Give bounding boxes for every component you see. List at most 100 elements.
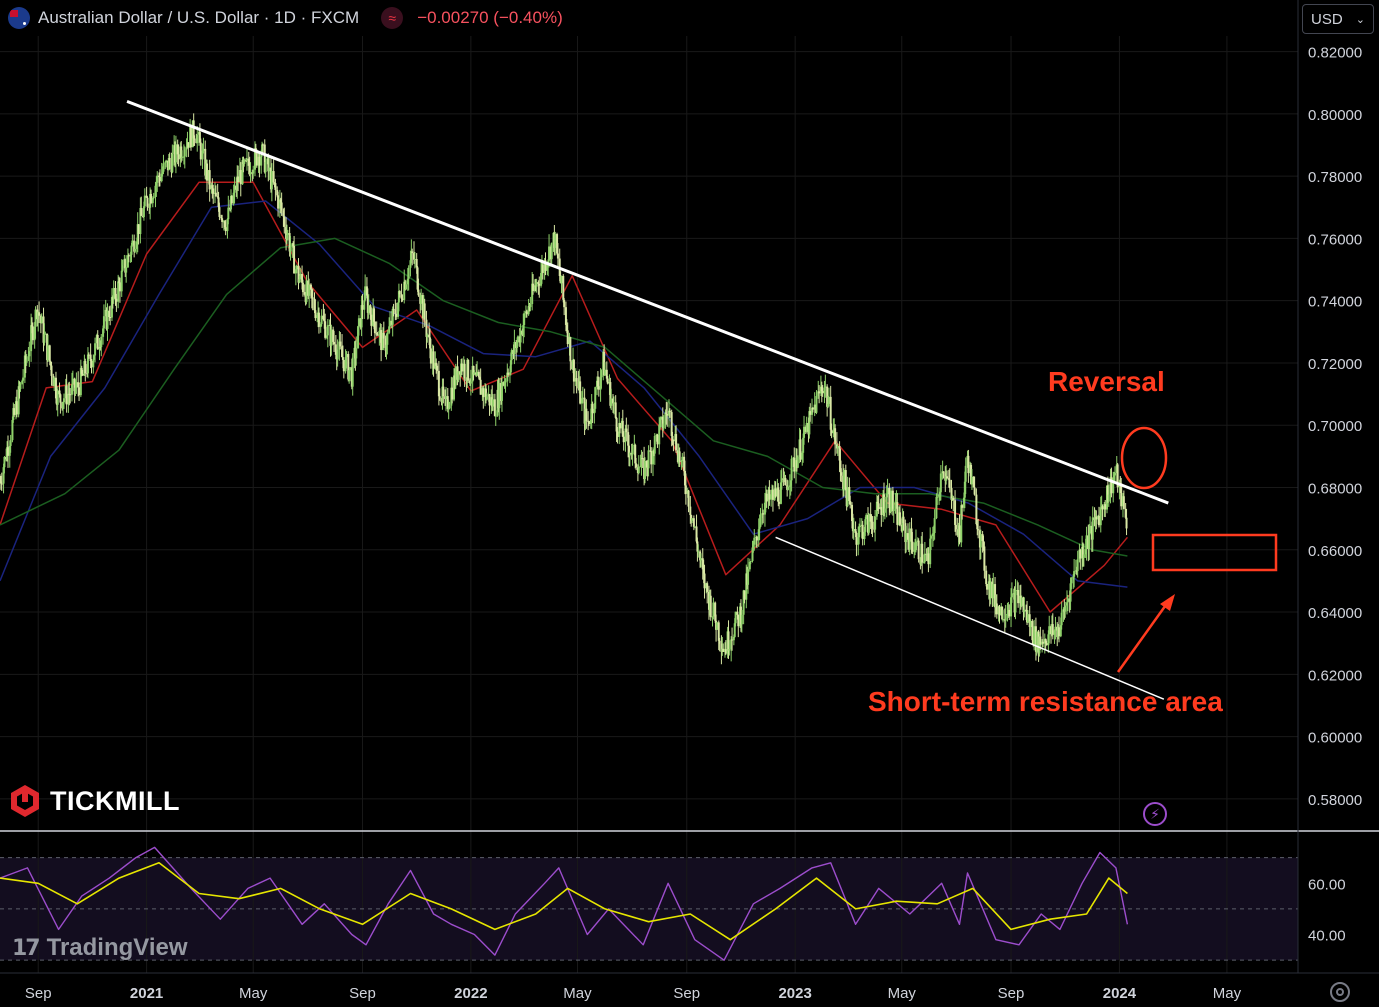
candle-body: [994, 584, 997, 608]
candle-body: [680, 461, 683, 463]
candle-body: [395, 313, 398, 317]
candle-body: [473, 372, 476, 375]
price-tick-label: 0.76000: [1308, 231, 1362, 248]
candle-body: [77, 382, 80, 388]
candle-body: [406, 278, 409, 285]
candle-body: [477, 371, 480, 378]
candle-body: [444, 396, 447, 400]
price-tick-label: 0.68000: [1308, 480, 1362, 497]
candle-body: [1066, 598, 1069, 603]
candle-body: [793, 457, 796, 472]
candle-body: [71, 378, 74, 385]
candle-body: [572, 359, 575, 382]
candle-body: [469, 381, 472, 384]
candle-body: [289, 247, 292, 252]
candle-body: [146, 197, 149, 207]
candle-body: [267, 158, 270, 172]
candle-body: [675, 434, 678, 451]
candle-body: [882, 494, 885, 513]
candle-body: [803, 426, 806, 438]
candle-body: [70, 384, 73, 395]
candle-body: [712, 602, 715, 617]
candle-body: [294, 269, 297, 274]
candle-body: [1069, 583, 1072, 602]
candle-body: [1048, 626, 1051, 635]
candle-body: [230, 195, 233, 204]
candle-body: [670, 412, 673, 436]
candle-body: [239, 169, 242, 185]
candle-body: [1039, 636, 1042, 645]
candle-body: [1079, 549, 1082, 559]
candle-body: [435, 362, 438, 366]
price-tick-label: 0.58000: [1308, 792, 1362, 809]
candle-body: [102, 328, 105, 337]
candle-body: [1051, 624, 1054, 635]
candle-body: [641, 458, 644, 460]
candle-body: [634, 444, 637, 464]
candle-body: [258, 156, 261, 166]
settings-gear-icon[interactable]: [1330, 982, 1350, 1002]
candle-body: [651, 450, 654, 465]
waves-icon[interactable]: ≈: [381, 7, 404, 29]
lightning-icon[interactable]: ⚡: [1143, 802, 1167, 826]
candle-body: [1070, 579, 1073, 584]
candle-body: [667, 410, 670, 416]
candle-body: [407, 267, 410, 279]
tradingview-logo[interactable]: 𝟭𝟳 TradingView: [12, 934, 188, 962]
candle-body: [890, 490, 893, 512]
candle-body: [687, 490, 690, 507]
candle-body: [54, 377, 57, 399]
currency-select[interactable]: USD ⌄: [1302, 4, 1374, 34]
symbol-title[interactable]: Australian Dollar / U.S. Dollar · 1D · F…: [38, 8, 360, 27]
candle-body: [789, 480, 792, 486]
candle-body: [550, 242, 553, 260]
candle-body: [914, 541, 917, 551]
candle-body: [425, 319, 428, 337]
candle-body: [905, 533, 908, 543]
candle-body: [609, 382, 612, 406]
candle-body: [958, 525, 961, 543]
candle-body: [703, 573, 706, 589]
candle-body: [62, 402, 65, 409]
candle-body: [84, 360, 87, 374]
candle-body: [429, 348, 432, 364]
candle-body: [341, 357, 344, 360]
candle-body: [864, 519, 867, 532]
candle-body: [836, 445, 839, 449]
candle-body: [27, 356, 30, 360]
candle-body: [254, 148, 257, 151]
candle-body: [293, 245, 296, 274]
candle-body: [591, 403, 594, 414]
candle-body: [13, 408, 16, 415]
candle-body: [875, 501, 878, 517]
candle-body: [901, 516, 904, 532]
candle-body: [507, 372, 510, 375]
candle-body: [745, 573, 748, 600]
candle-body: [1053, 630, 1056, 635]
candle-body: [1064, 605, 1067, 612]
candle-body: [546, 264, 549, 271]
candle-body: [1089, 525, 1092, 534]
candle-body: [277, 195, 280, 209]
candle-body: [86, 373, 89, 375]
candle-body: [983, 546, 986, 571]
candle-body: [1014, 590, 1017, 613]
candle-body: [369, 305, 372, 315]
candle-body: [563, 299, 566, 308]
candle-body: [569, 337, 572, 362]
candle-body: [131, 240, 134, 246]
candle-body: [245, 158, 248, 161]
candle-body: [151, 198, 154, 204]
price-tick-label: 0.70000: [1308, 418, 1362, 435]
candle-body: [167, 157, 170, 171]
candle-body: [392, 308, 395, 310]
candle-body: [30, 325, 33, 352]
time-tick-label: May: [888, 985, 917, 1002]
candle-body: [373, 321, 376, 334]
tickmill-mark-icon: [11, 785, 39, 817]
candle-body: [220, 216, 223, 219]
candle-body: [1085, 535, 1088, 550]
candle-body: [1028, 614, 1031, 628]
price-tick-label: 0.60000: [1308, 730, 1362, 747]
